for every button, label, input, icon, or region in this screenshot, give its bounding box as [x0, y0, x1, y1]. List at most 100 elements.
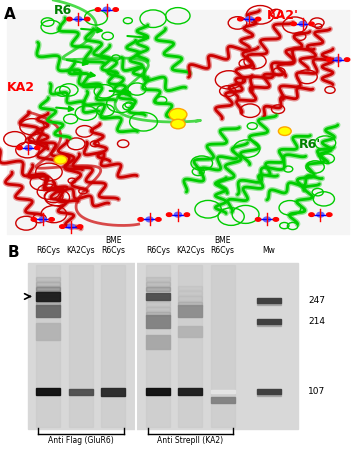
- Bar: [257, 319, 281, 324]
- Circle shape: [171, 119, 185, 129]
- Text: R6': R6': [299, 138, 321, 151]
- Circle shape: [25, 145, 32, 150]
- Bar: [101, 266, 125, 427]
- Bar: [36, 286, 61, 290]
- Circle shape: [174, 212, 182, 217]
- Bar: [36, 297, 61, 301]
- Bar: [146, 388, 170, 395]
- Text: B: B: [7, 245, 19, 260]
- Circle shape: [156, 218, 161, 221]
- Bar: [69, 266, 93, 427]
- Circle shape: [255, 17, 261, 21]
- Circle shape: [78, 225, 83, 228]
- Bar: [178, 302, 202, 306]
- Text: KA2': KA2': [267, 9, 299, 22]
- Text: A: A: [4, 7, 15, 22]
- Text: 107: 107: [308, 387, 325, 396]
- Circle shape: [85, 17, 90, 21]
- Text: Mw: Mw: [262, 246, 275, 255]
- Text: BME
R6Cys: BME R6Cys: [211, 236, 235, 255]
- Bar: [211, 390, 235, 393]
- Bar: [178, 305, 202, 317]
- Bar: [257, 298, 281, 303]
- Bar: [36, 282, 61, 286]
- Circle shape: [49, 218, 54, 221]
- Circle shape: [75, 17, 82, 22]
- Bar: [178, 297, 202, 301]
- Bar: [36, 305, 61, 317]
- Bar: [146, 277, 170, 281]
- Bar: [146, 302, 170, 306]
- Bar: [36, 292, 61, 301]
- Text: Anti Flag (GluR6): Anti Flag (GluR6): [48, 436, 114, 445]
- Circle shape: [167, 213, 172, 216]
- Circle shape: [327, 213, 332, 216]
- Circle shape: [68, 224, 75, 229]
- Circle shape: [273, 218, 279, 221]
- Bar: [178, 291, 202, 295]
- Bar: [146, 315, 170, 328]
- Circle shape: [113, 8, 118, 11]
- Circle shape: [39, 217, 46, 222]
- Circle shape: [246, 17, 253, 22]
- Circle shape: [169, 108, 187, 121]
- Circle shape: [326, 58, 332, 61]
- Circle shape: [309, 213, 314, 216]
- Text: KA2Cys: KA2Cys: [67, 246, 95, 255]
- Circle shape: [299, 22, 306, 26]
- Circle shape: [317, 212, 324, 217]
- Bar: [36, 287, 61, 291]
- Bar: [257, 324, 281, 326]
- Text: KA2Cys: KA2Cys: [176, 246, 205, 255]
- Circle shape: [54, 156, 67, 164]
- Bar: [211, 266, 235, 427]
- Text: R6: R6: [53, 4, 72, 17]
- Bar: [146, 297, 170, 301]
- Bar: [36, 291, 61, 295]
- Bar: [28, 263, 298, 429]
- Bar: [178, 286, 202, 290]
- Bar: [36, 266, 61, 427]
- Bar: [178, 388, 202, 395]
- Text: BME
R6Cys: BME R6Cys: [101, 236, 125, 255]
- Circle shape: [138, 218, 143, 221]
- Circle shape: [238, 17, 243, 21]
- Circle shape: [17, 146, 22, 150]
- Circle shape: [344, 58, 350, 61]
- Text: R6Cys: R6Cys: [146, 246, 170, 255]
- Text: R6Cys: R6Cys: [36, 246, 61, 255]
- Circle shape: [263, 217, 271, 222]
- Circle shape: [31, 218, 37, 221]
- Bar: [146, 282, 170, 286]
- Bar: [36, 302, 61, 306]
- Bar: [146, 335, 170, 349]
- Text: Anti StrepII (KA2): Anti StrepII (KA2): [157, 436, 223, 445]
- Bar: [69, 388, 93, 395]
- Circle shape: [255, 218, 261, 221]
- Bar: [146, 293, 170, 300]
- Bar: [146, 312, 170, 316]
- Circle shape: [146, 217, 153, 222]
- Text: 214: 214: [308, 317, 325, 326]
- Circle shape: [184, 213, 189, 216]
- Bar: [36, 277, 61, 281]
- Circle shape: [291, 22, 296, 26]
- Bar: [178, 327, 202, 337]
- Bar: [178, 266, 202, 427]
- Circle shape: [335, 57, 342, 62]
- Text: KA2: KA2: [7, 81, 35, 94]
- Circle shape: [103, 7, 110, 12]
- Circle shape: [95, 8, 100, 11]
- Bar: [36, 388, 61, 395]
- Bar: [211, 397, 235, 403]
- Bar: [257, 394, 281, 396]
- Text: 247: 247: [308, 296, 325, 305]
- Circle shape: [35, 146, 40, 150]
- Bar: [146, 287, 170, 291]
- Circle shape: [278, 127, 291, 135]
- Circle shape: [67, 17, 72, 21]
- Bar: [146, 266, 170, 427]
- Circle shape: [309, 22, 314, 26]
- Bar: [101, 387, 125, 396]
- Bar: [257, 389, 281, 394]
